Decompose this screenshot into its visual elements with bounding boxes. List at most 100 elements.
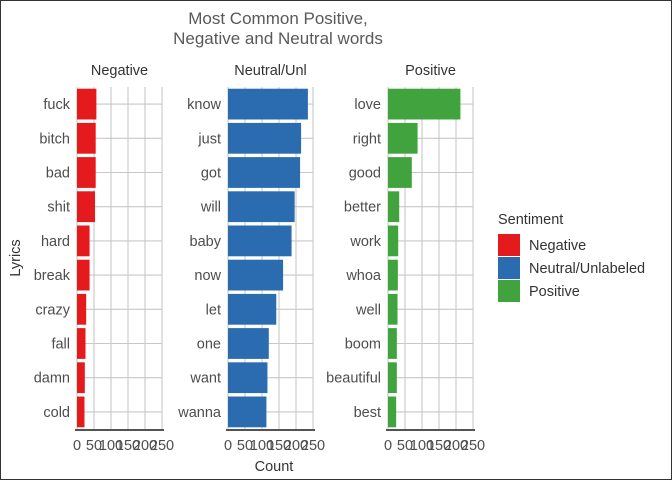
bar-break xyxy=(77,259,90,291)
bar-best xyxy=(388,396,397,428)
x-tick-label: 50 xyxy=(237,438,253,454)
category-label: baby xyxy=(190,234,222,250)
category-label: beautiful xyxy=(326,371,381,387)
bar-wanna xyxy=(228,396,267,428)
category-label: will xyxy=(200,200,221,216)
x-tick-label: 100 xyxy=(410,438,434,454)
category-label: got xyxy=(201,166,221,182)
bar-bitch xyxy=(77,122,96,154)
panel-neutral-unl: Neutral/Unl know just got will baby now let one w… xyxy=(177,63,325,454)
bar-shit xyxy=(77,191,96,223)
category-label: damn xyxy=(34,371,70,387)
bar-fuck xyxy=(77,88,97,120)
category-label: bitch xyxy=(39,131,70,147)
x-tick-label: 200 xyxy=(133,438,157,454)
category-label: just xyxy=(197,131,221,147)
category-label: boom xyxy=(345,337,381,353)
legend: Sentiment Negative Neutral/Unlabeled Positi… xyxy=(498,212,645,302)
legend-title: Sentiment xyxy=(498,212,563,228)
bar-cold xyxy=(77,396,85,428)
bar-beautiful xyxy=(388,362,397,394)
category-label: let xyxy=(206,302,221,318)
x-axis-title: Count xyxy=(255,459,294,475)
panel-strip-label: Negative xyxy=(91,63,148,79)
bar-good xyxy=(388,157,412,188)
panel-positive: Positive love right good better work whoa well b… xyxy=(326,63,485,454)
category-label: want xyxy=(189,371,221,387)
panel-strip-label: Positive xyxy=(405,63,456,79)
bar-damn xyxy=(77,362,85,394)
bar-better xyxy=(388,191,400,223)
category-label: one xyxy=(197,337,221,353)
category-label: hard xyxy=(41,234,70,250)
x-tick-label: 100 xyxy=(250,438,274,454)
category-label: better xyxy=(344,200,381,216)
bar-know xyxy=(228,88,308,120)
chart-panels: Negative fuck bitch bad shit hard break crazy fa… xyxy=(34,63,485,454)
chart-title-line-1: Most Common Positive, xyxy=(188,9,368,28)
bar-one xyxy=(228,328,269,359)
category-label: fall xyxy=(51,337,70,353)
x-tick-label: 250 xyxy=(461,438,485,454)
bar-right xyxy=(388,122,418,154)
x-tick-label: 0 xyxy=(384,438,392,454)
category-label: know xyxy=(187,97,221,113)
category-label: well xyxy=(355,302,381,318)
bar-boom xyxy=(388,328,397,359)
bar-crazy xyxy=(77,293,87,325)
legend-swatch xyxy=(498,257,520,279)
chart-title: Most Common Positive,Negative and Neutra… xyxy=(173,9,383,48)
panel-negative: Negative fuck bitch bad shit hard break crazy fa… xyxy=(34,63,174,454)
category-label: love xyxy=(354,97,381,113)
x-tick-label: 0 xyxy=(224,438,232,454)
category-label: best xyxy=(354,405,381,421)
category-label: break xyxy=(34,268,71,284)
bar-want xyxy=(228,362,268,394)
category-label: work xyxy=(349,234,381,250)
x-tick-label: 50 xyxy=(397,438,413,454)
bar-love xyxy=(388,88,461,120)
x-tick-label: 200 xyxy=(284,438,308,454)
category-label: cold xyxy=(43,405,70,421)
bar-baby xyxy=(228,225,292,257)
category-label: now xyxy=(194,268,221,284)
legend-swatch xyxy=(498,234,520,256)
bar-got xyxy=(228,157,301,188)
legend-label: Neutral/Unlabeled xyxy=(529,261,645,277)
category-label: wanna xyxy=(177,405,222,421)
x-tick-label: 150 xyxy=(427,438,451,454)
x-tick-label: 50 xyxy=(86,438,102,454)
bar-just xyxy=(228,122,302,154)
category-label: shit xyxy=(47,200,70,216)
bar-hard xyxy=(77,225,90,257)
x-tick-label: 250 xyxy=(301,438,325,454)
bar-now xyxy=(228,259,284,291)
category-label: crazy xyxy=(35,302,70,318)
x-tick-label: 100 xyxy=(99,438,123,454)
x-tick-label: 150 xyxy=(116,438,140,454)
category-label: right xyxy=(353,131,381,147)
bar-whoa xyxy=(388,259,398,291)
legend-label: Positive xyxy=(529,284,580,300)
chart-title-line-2: Negative and Neutral words xyxy=(173,29,383,48)
category-label: fuck xyxy=(43,97,70,113)
category-label: whoa xyxy=(345,268,382,284)
x-tick-label: 200 xyxy=(444,438,468,454)
category-label: good xyxy=(349,166,381,182)
bar-work xyxy=(388,225,399,257)
x-tick-label: 150 xyxy=(267,438,291,454)
legend-label: Negative xyxy=(529,238,586,254)
y-axis-title: Lyrics xyxy=(8,239,24,276)
legend-swatch xyxy=(498,280,520,302)
bar-let xyxy=(228,293,277,325)
bar-well xyxy=(388,293,398,325)
category-label: bad xyxy=(46,166,70,182)
panel-strip-label: Neutral/Unl xyxy=(234,63,307,79)
x-tick-label: 0 xyxy=(73,438,81,454)
bar-fall xyxy=(77,328,86,359)
bar-bad xyxy=(77,157,96,188)
bar-will xyxy=(228,191,295,223)
x-tick-label: 250 xyxy=(150,438,174,454)
